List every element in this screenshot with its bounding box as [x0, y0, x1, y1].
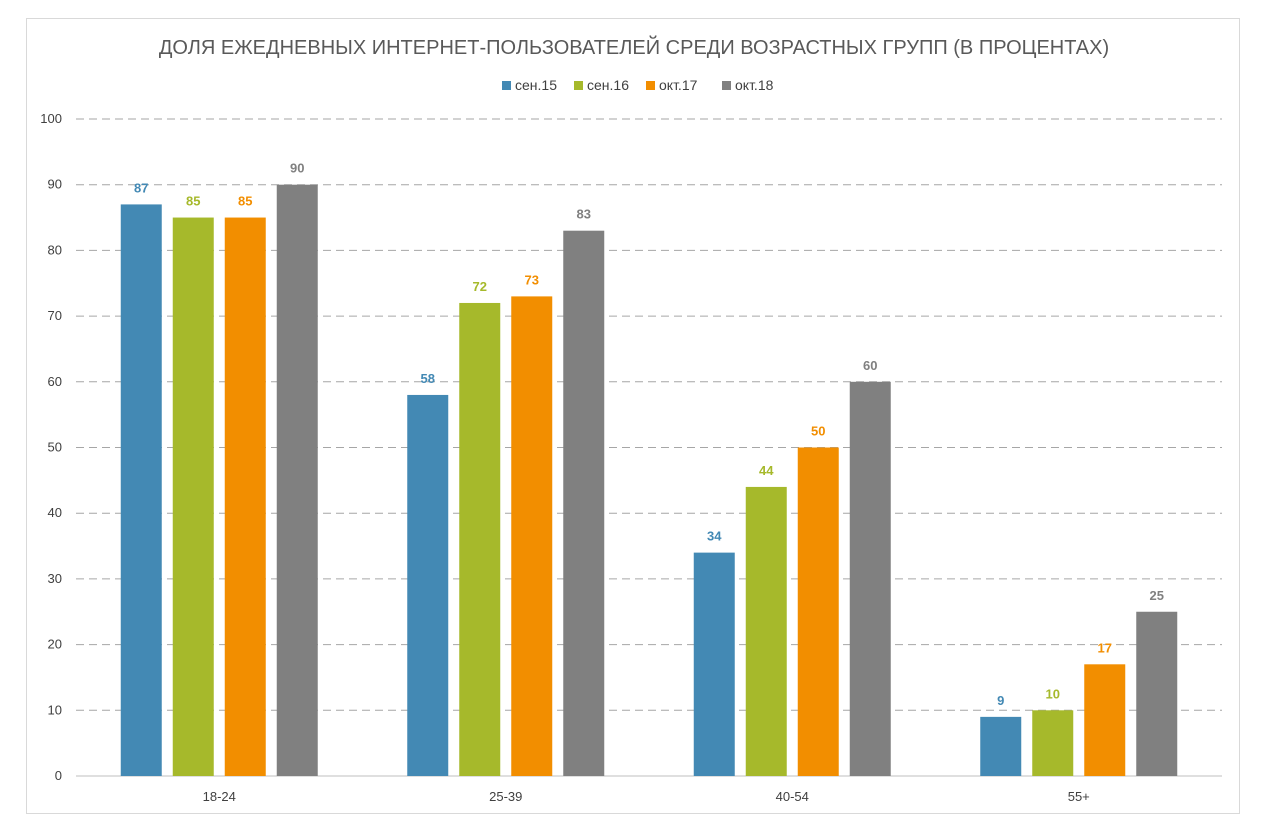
bar — [1136, 611, 1178, 776]
y-tick-label: 80 — [48, 242, 62, 257]
y-tick-label: 20 — [48, 637, 62, 652]
legend-swatch — [646, 81, 655, 90]
y-tick-label: 50 — [48, 440, 62, 455]
y-tick-label: 40 — [48, 505, 62, 520]
bars — [120, 184, 1178, 777]
bar — [980, 716, 1022, 776]
data-label: 60 — [863, 358, 877, 373]
data-label: 87 — [134, 180, 148, 195]
data-label: 85 — [186, 194, 200, 209]
data-label: 17 — [1098, 640, 1112, 655]
x-tick-label: 18-24 — [203, 789, 236, 804]
bar — [1084, 664, 1126, 776]
data-label: 73 — [525, 272, 539, 287]
x-tick-label: 55+ — [1068, 789, 1090, 804]
bar — [224, 217, 266, 777]
bar — [693, 552, 735, 776]
x-tick-label: 25-39 — [489, 789, 522, 804]
data-label: 34 — [707, 529, 722, 544]
legend-entry: окт.18 — [735, 77, 774, 93]
chart-title: ДОЛЯ ЕЖЕДНЕВНЫХ ИНТЕРНЕТ-ПОЛЬЗОВАТЕЛЕЙ С… — [159, 35, 1109, 59]
data-label: 85 — [238, 194, 252, 209]
bar — [511, 296, 553, 776]
bar — [1032, 710, 1074, 776]
legend-swatch — [574, 81, 583, 90]
data-label: 50 — [811, 424, 825, 439]
y-tick-label: 30 — [48, 571, 62, 586]
x-tick-label: 40-54 — [776, 789, 809, 804]
legend-entry: сен.16 — [587, 77, 629, 93]
data-label: 44 — [759, 463, 774, 478]
gridlines — [76, 118, 1222, 777]
data-label: 25 — [1150, 588, 1164, 603]
bar — [849, 381, 891, 776]
legend-entry: сен.15 — [515, 77, 557, 93]
data-label: 10 — [1046, 686, 1060, 701]
legend: сен.15 сен.16 окт.17 окт.18 — [502, 77, 774, 93]
data-label: 90 — [290, 161, 304, 176]
bar — [407, 394, 449, 776]
legend-entry: окт.17 — [659, 77, 698, 93]
data-label: 83 — [577, 207, 591, 222]
bar — [745, 486, 787, 776]
y-tick-label: 10 — [48, 702, 62, 717]
data-label: 72 — [473, 279, 487, 294]
legend-swatch — [722, 81, 731, 90]
bar — [276, 184, 318, 776]
y-tick-label: 100 — [40, 111, 62, 126]
y-tick-label: 60 — [48, 374, 62, 389]
data-labels: 87 85 85 90 58 72 73 83 34 44 50 60 9 10 17 25 — [134, 161, 1164, 708]
y-tick-label: 0 — [55, 768, 62, 783]
bar — [459, 302, 501, 776]
bar — [797, 447, 839, 776]
data-label: 58 — [421, 371, 435, 386]
legend-swatch — [502, 81, 511, 90]
y-axis: 0 10 20 30 40 50 60 70 80 90 100 — [40, 111, 62, 783]
x-axis: 18-24 25-39 40-54 55+ — [203, 789, 1090, 804]
bar — [120, 204, 162, 776]
data-label: 9 — [997, 693, 1004, 708]
y-tick-label: 90 — [48, 177, 62, 192]
y-tick-label: 70 — [48, 308, 62, 323]
bar — [563, 230, 605, 776]
bar — [172, 217, 214, 777]
